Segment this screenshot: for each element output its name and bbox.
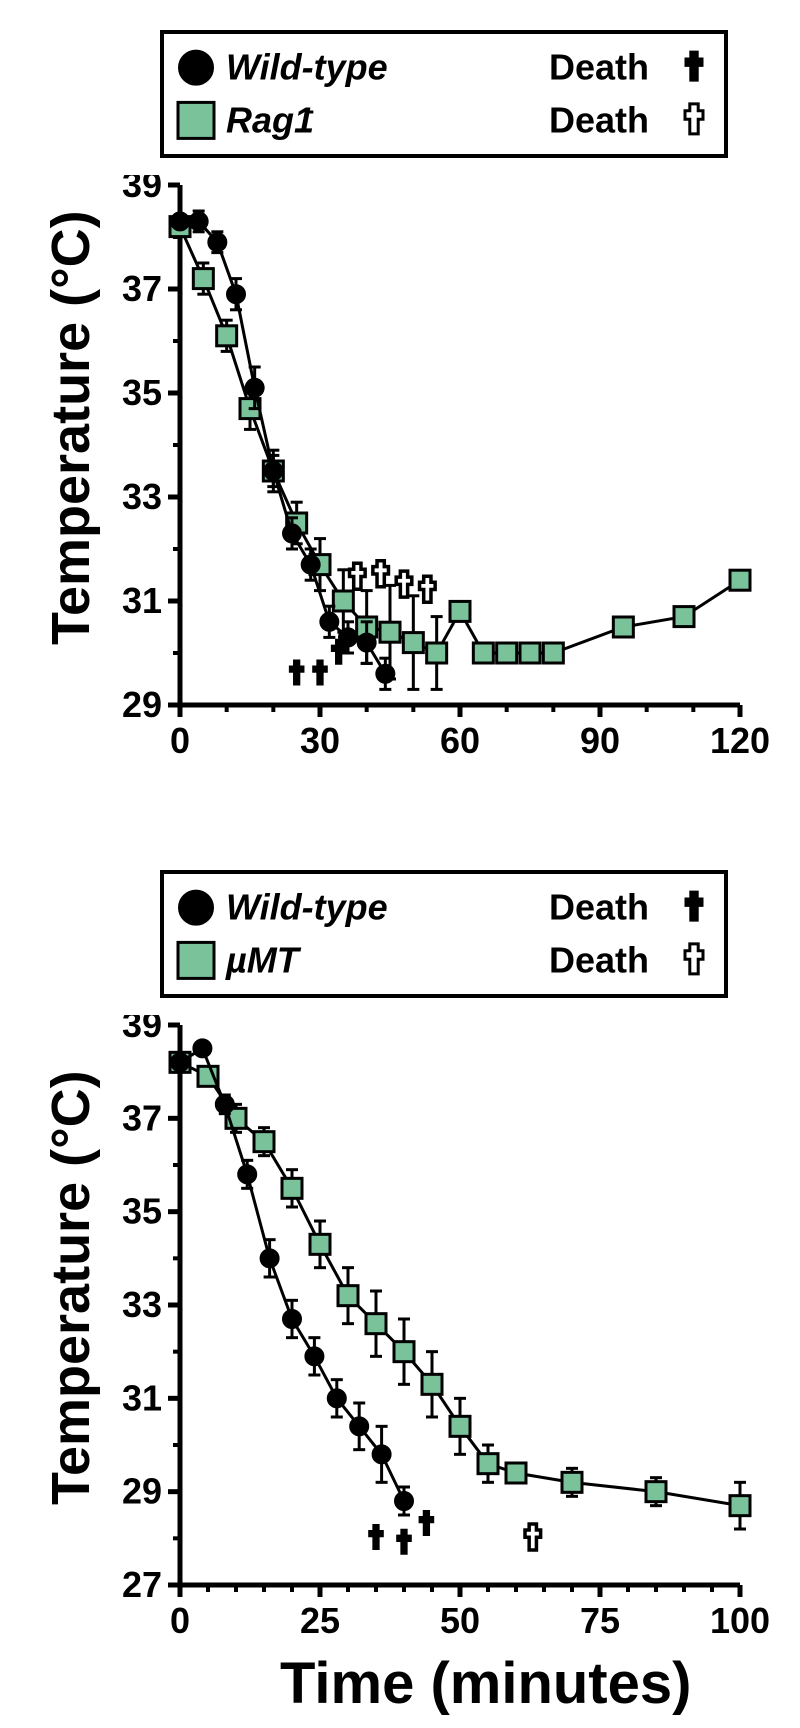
y-axis-label: Temperature (°C) [40,245,102,645]
legend-box: Wild-type Death Rag1- Death [160,30,728,158]
svg-text:30: 30 [300,720,340,761]
svg-text:100: 100 [710,1600,770,1641]
y-axis-label: Temperature (°C) [40,1105,102,1505]
svg-text:25: 25 [300,1600,340,1641]
svg-text:39: 39 [122,175,162,205]
plot: 29 31 33 35 37 39 0 30 60 90 120 [110,175,790,785]
svg-text:37: 37 [122,268,162,309]
svg-text:31: 31 [122,580,162,621]
svg-text:27: 27 [122,1564,162,1605]
svg-text:0: 0 [170,1600,190,1641]
svg-text:µMT: µMT [225,939,302,980]
svg-text:35: 35 [122,372,162,413]
svg-text:-: - [306,96,314,124]
svg-text:Death: Death [549,939,649,980]
svg-text:Rag1: Rag1 [226,99,314,140]
svg-text:Death: Death [549,887,649,928]
x-axis-label: Time (minutes) [280,1650,691,1717]
svg-text:33: 33 [122,476,162,517]
svg-text:75: 75 [580,1600,620,1641]
svg-text:39: 39 [122,1015,162,1045]
svg-text:Death: Death [549,47,649,88]
svg-text:35: 35 [122,1191,162,1232]
svg-text:31: 31 [122,1377,162,1418]
svg-text:29: 29 [122,1471,162,1512]
svg-text:60: 60 [440,720,480,761]
legend-box: Wild-type Death µMT Death [160,870,728,998]
svg-text:90: 90 [580,720,620,761]
svg-text:29: 29 [122,684,162,725]
svg-text:120: 120 [710,720,770,761]
svg-text:50: 50 [440,1600,480,1641]
svg-text:33: 33 [122,1284,162,1325]
svg-text:Wild-type: Wild-type [226,887,388,928]
svg-text:0: 0 [170,720,190,761]
plot: 27 29 31 33 35 37 39 0 25 50 75 100 [110,1015,790,1665]
svg-text:37: 37 [122,1097,162,1138]
svg-text:Wild-type: Wild-type [226,47,388,88]
svg-text:Death: Death [549,99,649,140]
